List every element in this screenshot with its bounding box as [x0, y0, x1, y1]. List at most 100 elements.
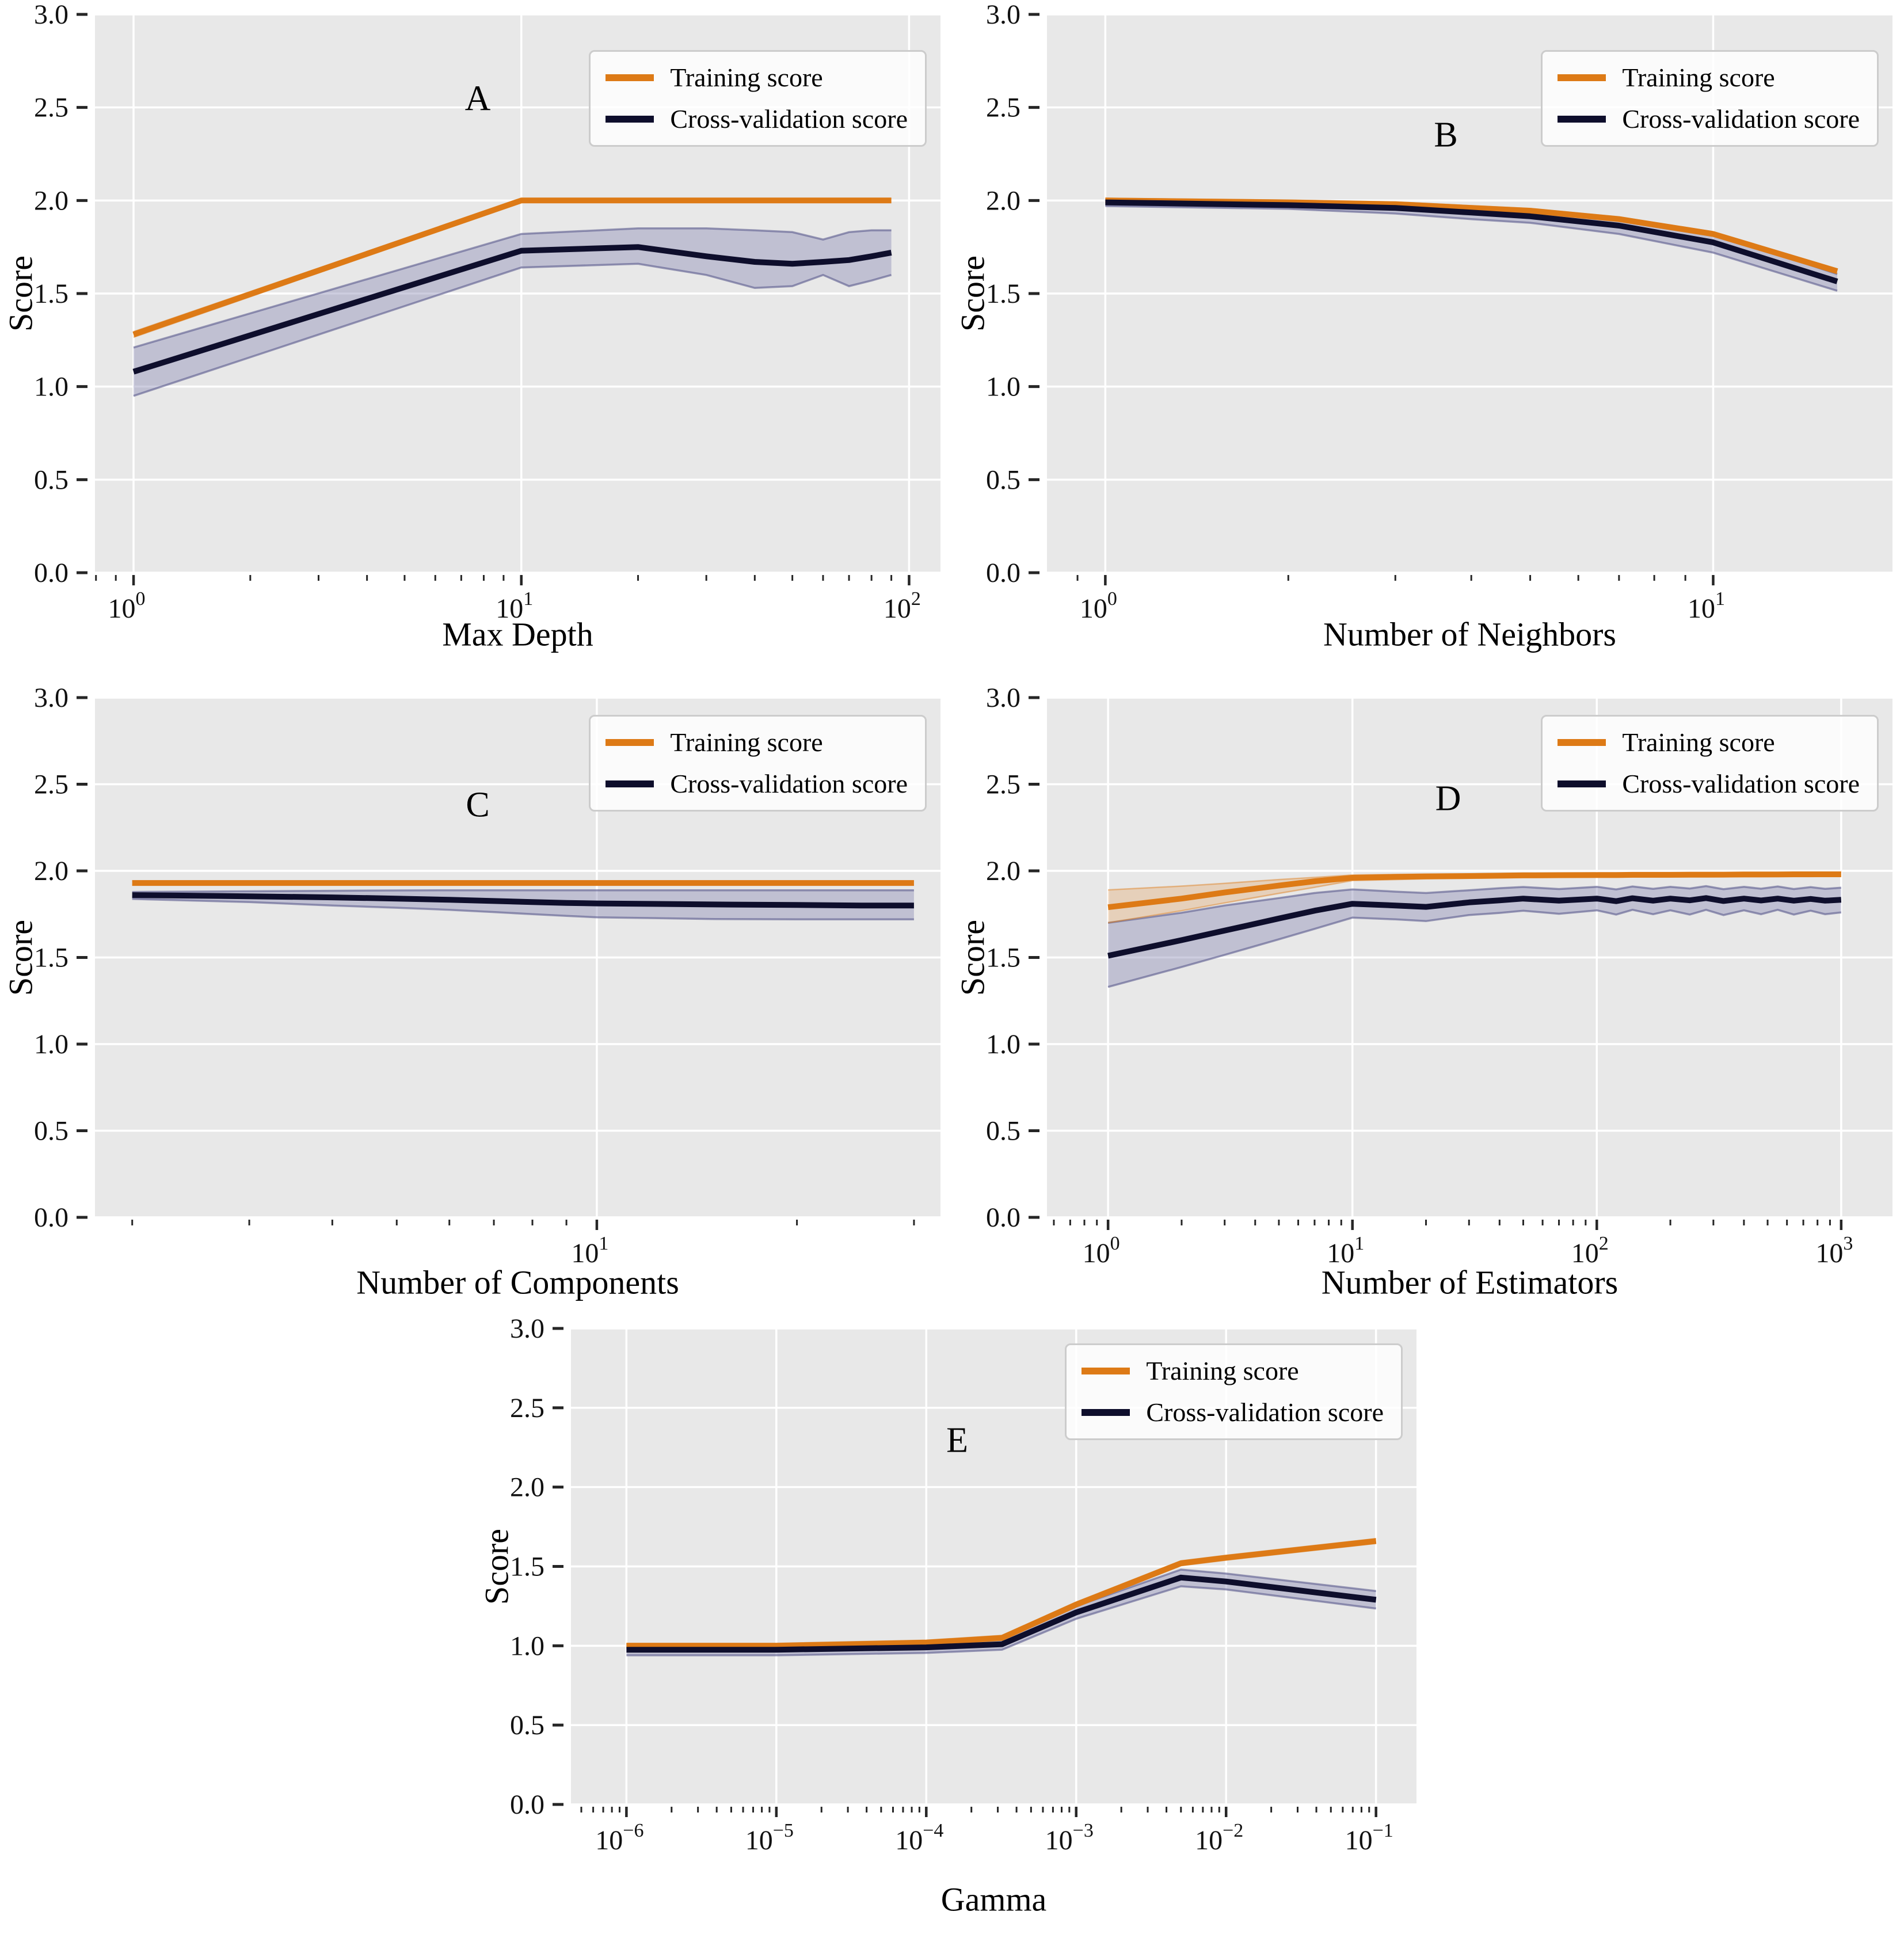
svg-text:0.0: 0.0	[986, 558, 1020, 588]
legend-label: Cross-validation score	[670, 769, 908, 798]
svg-text:102: 102	[1571, 1233, 1609, 1269]
svg-text:101: 101	[1688, 588, 1725, 624]
legend-item-cv: Cross-validation score	[606, 771, 908, 797]
cv-line-swatch	[1558, 780, 1606, 787]
svg-text:10−5: 10−5	[745, 1820, 794, 1856]
svg-text:1.0: 1.0	[986, 1029, 1020, 1060]
svg-text:0.5: 0.5	[510, 1710, 544, 1741]
legend: Training score Cross-validation score	[589, 50, 927, 147]
svg-text:3.0: 3.0	[34, 683, 68, 713]
legend-item-training: Training score	[606, 64, 908, 91]
svg-text:3.0: 3.0	[986, 683, 1020, 713]
svg-text:1.5: 1.5	[986, 279, 1020, 309]
cv-line-swatch	[1558, 116, 1606, 123]
svg-text:10−4: 10−4	[895, 1820, 943, 1856]
svg-text:2.0: 2.0	[986, 185, 1020, 216]
svg-text:102: 102	[884, 588, 921, 624]
legend-label: Training score	[1622, 63, 1775, 92]
legend-item-cv: Cross-validation score	[606, 106, 908, 132]
svg-text:0.5: 0.5	[34, 1116, 68, 1147]
svg-text:1.0: 1.0	[986, 372, 1020, 402]
cv-line-swatch	[1082, 1409, 1130, 1416]
svg-text:1.5: 1.5	[510, 1552, 544, 1582]
svg-text:2.5: 2.5	[34, 770, 68, 800]
svg-text:100: 100	[108, 588, 146, 624]
svg-text:1.5: 1.5	[986, 943, 1020, 973]
svg-text:1.5: 1.5	[34, 943, 68, 973]
svg-text:101: 101	[496, 588, 533, 624]
legend-label: Cross-validation score	[1622, 769, 1860, 798]
x-axis-label: Number of Components	[356, 1263, 679, 1301]
subplot-max-depth: 0.0 0.5 1.0 1.5 2.0 2.5 3.0 100 101 102 Score A M…	[0, 0, 952, 653]
panel-letter: B	[1434, 115, 1458, 155]
svg-text:103: 103	[1815, 1233, 1853, 1269]
legend: Training score Cross-validation score	[1541, 715, 1879, 812]
legend-label: Training score	[1622, 728, 1775, 757]
svg-text:2.5: 2.5	[986, 93, 1020, 123]
svg-text:1.0: 1.0	[510, 1631, 544, 1661]
cv-line-swatch	[606, 780, 654, 787]
panel-letter: A	[464, 79, 491, 119]
y-axis-label: Score	[478, 1528, 516, 1605]
svg-text:0.0: 0.0	[986, 1202, 1020, 1233]
legend-label: Cross-validation score	[1622, 104, 1860, 134]
svg-text:3.0: 3.0	[34, 0, 68, 30]
legend-label: Training score	[670, 63, 823, 92]
subplot-number-of-components: 0.0 0.5 1.0 1.5 2.0 2.5 3.0 101 Score C Number …	[0, 647, 952, 1301]
training-line-swatch	[1558, 739, 1606, 746]
svg-text:3.0: 3.0	[986, 0, 1020, 30]
panel-letter: C	[466, 785, 490, 825]
legend-item-training: Training score	[1558, 729, 1860, 756]
svg-text:1.5: 1.5	[34, 279, 68, 309]
y-axis-label: Score	[2, 255, 40, 332]
legend: Training score Cross-validation score	[1065, 1343, 1403, 1440]
cv-line-swatch	[606, 116, 654, 123]
svg-text:10−6: 10−6	[595, 1820, 643, 1856]
svg-text:101: 101	[1327, 1233, 1364, 1269]
legend: Training score Cross-validation score	[1541, 50, 1879, 147]
svg-text:101: 101	[571, 1233, 608, 1269]
subplot-number-of-estimators: 0.0 0.5 1.0 1.5 2.0 2.5 3.0 100 101 102 103 Score …	[952, 647, 1904, 1301]
legend-item-training: Training score	[1082, 1358, 1384, 1384]
svg-text:100: 100	[1080, 588, 1117, 624]
training-line-swatch	[606, 74, 654, 81]
training-line-swatch	[606, 739, 654, 746]
legend-label: Training score	[1146, 1356, 1299, 1385]
svg-text:2.5: 2.5	[986, 770, 1020, 800]
legend-item-training: Training score	[606, 729, 908, 756]
svg-text:2.5: 2.5	[510, 1393, 544, 1423]
y-axis-label: Score	[2, 919, 40, 996]
training-line-swatch	[1558, 74, 1606, 81]
legend-item-cv: Cross-validation score	[1558, 106, 1860, 132]
svg-text:0.0: 0.0	[510, 1789, 544, 1820]
subplot-number-of-neighbors: 0.0 0.5 1.0 1.5 2.0 2.5 3.0 100 101 Score B Numb…	[952, 0, 1904, 653]
svg-text:0.5: 0.5	[986, 464, 1020, 495]
training-line-swatch	[1082, 1368, 1130, 1374]
x-axis-label: Number of Neighbors	[1323, 615, 1617, 653]
svg-text:2.5: 2.5	[34, 93, 68, 123]
svg-text:0.0: 0.0	[34, 558, 68, 588]
svg-text:2.0: 2.0	[986, 856, 1020, 886]
legend-label: Cross-validation score	[1146, 1398, 1384, 1427]
legend-item-training: Training score	[1558, 64, 1860, 91]
y-axis-label: Score	[954, 919, 992, 996]
y-axis-label: Score	[954, 255, 992, 332]
legend-label: Cross-validation score	[670, 104, 908, 134]
svg-text:0.5: 0.5	[986, 1116, 1020, 1147]
svg-text:10−2: 10−2	[1195, 1820, 1243, 1856]
legend-item-cv: Cross-validation score	[1558, 771, 1860, 797]
svg-text:1.0: 1.0	[34, 1029, 68, 1060]
svg-text:1.0: 1.0	[34, 372, 68, 402]
svg-text:10−1: 10−1	[1345, 1820, 1393, 1856]
svg-text:2.0: 2.0	[34, 856, 68, 886]
svg-text:0.0: 0.0	[34, 1202, 68, 1233]
x-axis-label: Gamma	[940, 1880, 1047, 1918]
panel-letter: E	[946, 1421, 968, 1460]
legend-item-cv: Cross-validation score	[1082, 1399, 1384, 1426]
subplot-gamma: 0.0 0.5 1.0 1.5 2.0 2.5 3.0 10−6 10−5 10−4 10−3 10−…	[476, 1294, 1428, 1942]
svg-text:100: 100	[1083, 1233, 1120, 1269]
svg-text:2.0: 2.0	[510, 1472, 544, 1503]
panel-letter: D	[1435, 779, 1461, 818]
svg-text:10−3: 10−3	[1045, 1820, 1094, 1856]
